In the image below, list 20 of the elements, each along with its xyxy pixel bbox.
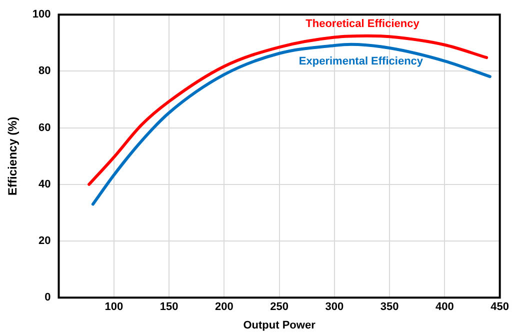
y-tick-label: 100 bbox=[32, 8, 51, 21]
x-tick-label: 350 bbox=[380, 301, 399, 314]
x-tick-label: 100 bbox=[104, 301, 124, 314]
series-label: Theoretical Efficiency bbox=[306, 18, 420, 30]
y-tick-label: 0 bbox=[44, 292, 51, 304]
x-tick-label: 150 bbox=[160, 301, 178, 314]
x-tick-label: 200 bbox=[214, 301, 234, 314]
y-tick-label: 40 bbox=[38, 178, 51, 190]
x-tick-label: 400 bbox=[436, 301, 454, 314]
x-tick-label: 300 bbox=[325, 301, 344, 314]
x-tick-label: 250 bbox=[270, 301, 288, 314]
series-label: Experimental Efficiency bbox=[298, 55, 424, 68]
line-series bbox=[88, 34, 488, 186]
y-tick-label: 20 bbox=[38, 235, 51, 248]
y-tick-label: 80 bbox=[38, 65, 51, 78]
line-series bbox=[91, 42, 492, 206]
x-tick-label: 450 bbox=[490, 301, 510, 314]
x-axis-title: Output Power bbox=[243, 319, 316, 332]
y-axis-title: Efficiency (%) bbox=[6, 116, 20, 196]
y-tick-label: 60 bbox=[38, 122, 51, 134]
